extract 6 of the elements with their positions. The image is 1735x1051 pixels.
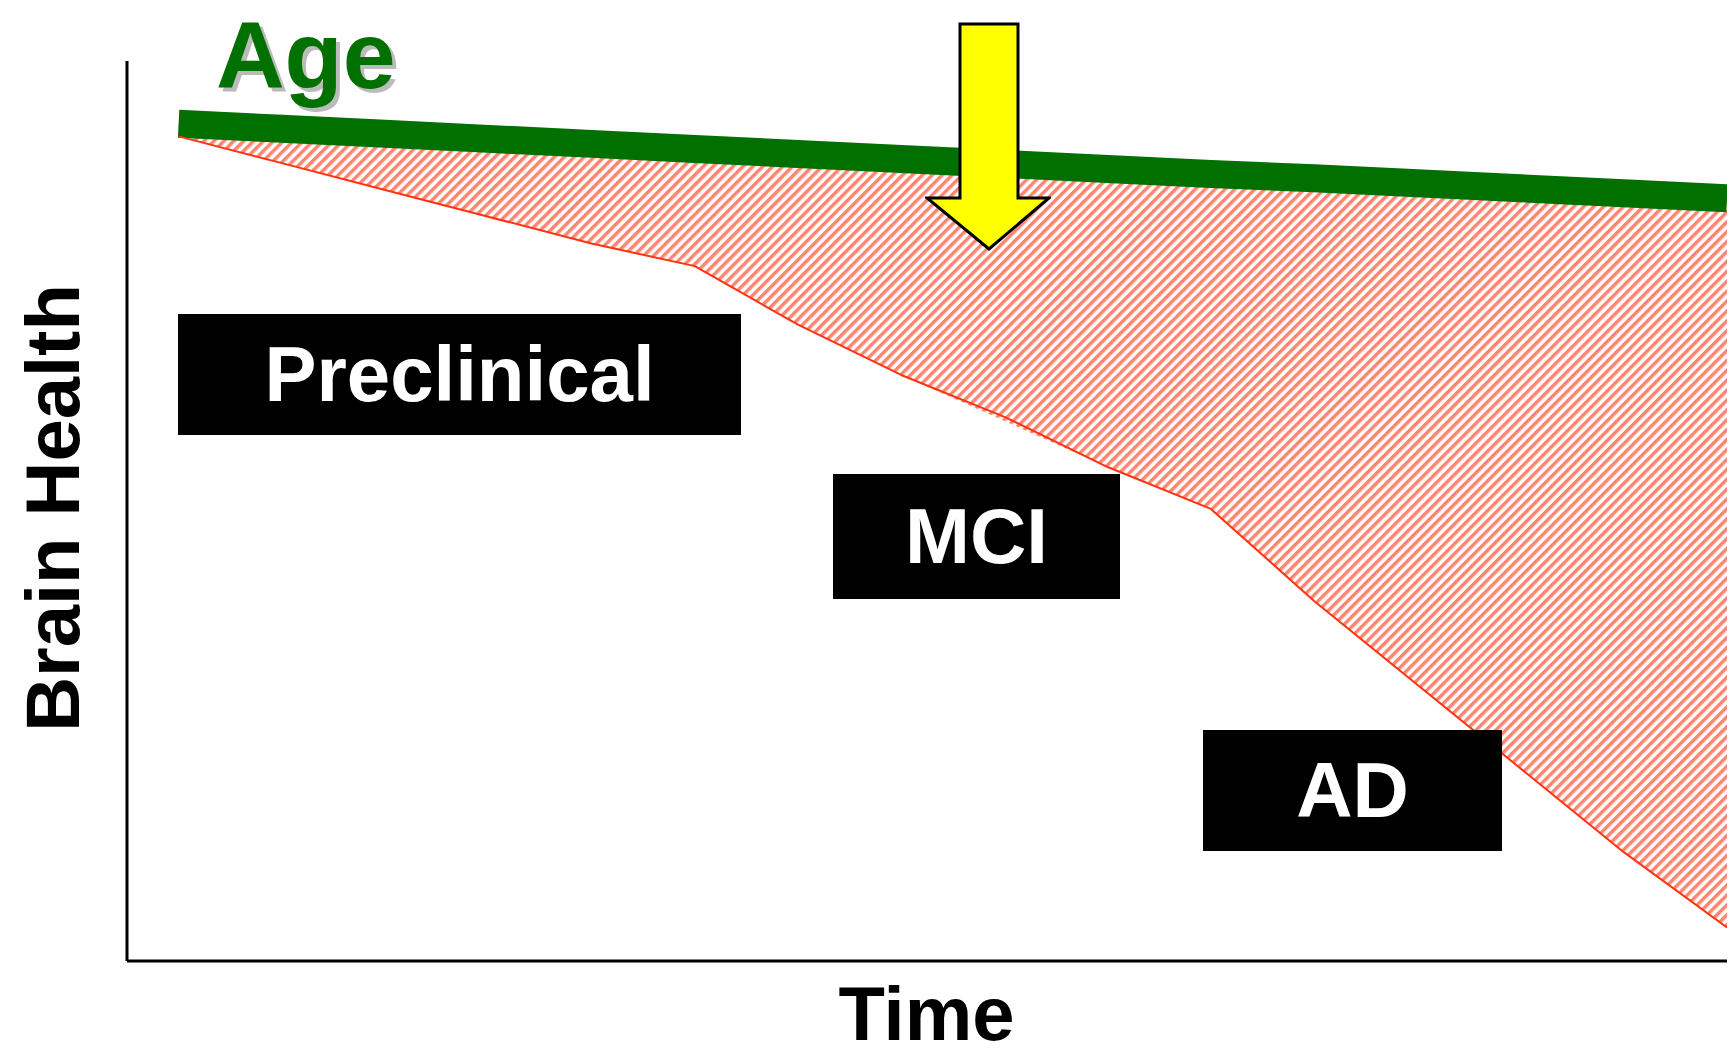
annotation: AD xyxy=(1203,730,1502,851)
annotation: Preclinical xyxy=(178,314,741,435)
x-axis-title: Time xyxy=(837,971,1016,1051)
y-axis-title: Brain Health xyxy=(10,284,95,732)
annotation: MCI xyxy=(833,474,1120,599)
series-label: Age xyxy=(216,2,396,108)
